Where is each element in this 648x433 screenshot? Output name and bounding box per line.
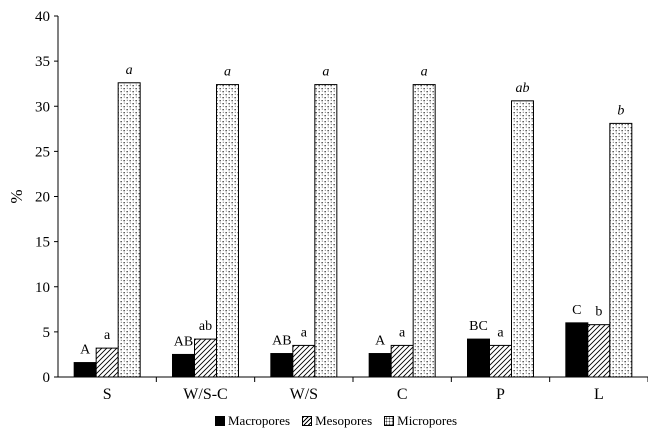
data-label: a (421, 65, 428, 80)
legend-label-macropores: Macropores (228, 413, 291, 428)
legend-item-macropores: Macropores (215, 413, 290, 429)
legend-swatch-micropores (384, 416, 395, 426)
x-tick-label: L (594, 386, 604, 403)
bar-micropores (216, 84, 239, 378)
x-tick-label: W/S (290, 386, 318, 403)
y-tick-label: 15 (35, 235, 50, 251)
y-tick-label: 40 (35, 9, 50, 25)
data-label: AB (174, 334, 193, 349)
data-label: a (497, 325, 504, 340)
bar-mesopores (194, 338, 217, 378)
y-axis-label: % (7, 189, 26, 203)
y-tick-label: 10 (35, 280, 50, 296)
bar-mesopores (390, 344, 414, 378)
legend: Macropores Mesopores Micropores (215, 412, 457, 430)
legend-swatch-macropores (215, 416, 225, 426)
data-label: a (399, 325, 406, 340)
data-label: ab (199, 319, 212, 334)
data-label: a (224, 65, 231, 80)
y-tick-label: 20 (35, 190, 50, 206)
bar-micropores (117, 82, 141, 378)
x-tick-label: P (496, 386, 505, 403)
y-tick-label: 35 (35, 54, 50, 70)
data-label: AB (272, 334, 291, 349)
bar-macropores (172, 353, 195, 378)
bar-mesopores (489, 344, 512, 378)
y-tick-label: 5 (43, 325, 51, 341)
y-tick-label: 25 (35, 144, 50, 160)
data-label: A (80, 343, 91, 358)
legend-swatch-mesopores (302, 416, 313, 426)
legend-item-mesopores: Mesopores (302, 413, 372, 429)
bar-micropores (511, 100, 534, 378)
data-label: a (301, 325, 308, 340)
x-tick-label: S (103, 386, 112, 403)
bar-mesopores (95, 347, 119, 378)
bar-macropores (467, 338, 490, 378)
data-label: C (572, 303, 581, 318)
data-label: a (104, 328, 111, 343)
bar-mesopores (292, 344, 316, 378)
bar-micropores (412, 84, 436, 378)
x-tick-label: C (397, 386, 408, 403)
legend-label-mesopores: Mesopores (315, 413, 373, 428)
bar-mesopores (587, 324, 611, 378)
bar-macropores (270, 353, 294, 378)
y-tick-label: 30 (35, 99, 50, 115)
bar-micropores (609, 122, 633, 378)
data-label: A (375, 334, 386, 349)
bar-micropores (314, 84, 338, 378)
data-label: BC (469, 319, 488, 334)
bar-macropores (565, 322, 589, 378)
data-label: a (322, 65, 329, 80)
x-tick-label: W/S-C (183, 386, 227, 403)
data-label: b (617, 103, 624, 118)
bar-macropores (368, 353, 392, 378)
data-label: a (126, 63, 133, 78)
data-label: b (595, 305, 602, 320)
legend-item-micropores: Micropores (384, 413, 457, 429)
y-tick-label: 0 (43, 370, 51, 386)
data-label: ab (516, 81, 530, 96)
bar-macropores (73, 362, 97, 378)
legend-label-micropores: Micropores (397, 413, 458, 428)
